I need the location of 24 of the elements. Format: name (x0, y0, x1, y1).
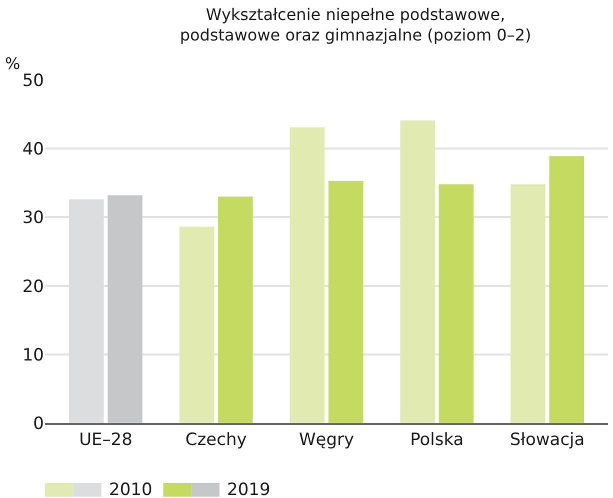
bar (328, 180, 364, 423)
x-tick-label: UE–28 (79, 430, 132, 450)
legend-label: 2019 (227, 480, 270, 498)
x-tick-label: Czechy (185, 430, 247, 450)
chart-title: Wykształcenie niepełne podstawowe, podstawowe oraz gimnazjalne (poziom 0–2) (180, 4, 532, 45)
x-tick-label: Węgry (298, 430, 354, 450)
bar (400, 120, 435, 423)
bar (179, 226, 214, 423)
y-tick-label: 0 (33, 414, 44, 434)
y-tick-label: 40 (22, 140, 44, 160)
y-tick-label: 50 (22, 70, 44, 91)
legend-label: 2010 (109, 480, 152, 498)
bar (218, 196, 253, 423)
x-tick-label: Polska (410, 430, 464, 450)
bar (549, 156, 584, 423)
bar (438, 184, 474, 423)
y-axis-title: % (5, 54, 20, 73)
x-tick-label: Słowacja (510, 430, 585, 450)
y-tick-label: 10 (22, 345, 44, 366)
bar (108, 195, 142, 423)
bar (510, 184, 546, 423)
bar (290, 127, 325, 423)
y-tick-label: 30 (22, 208, 44, 228)
y-tick-label: 20 (22, 276, 44, 297)
